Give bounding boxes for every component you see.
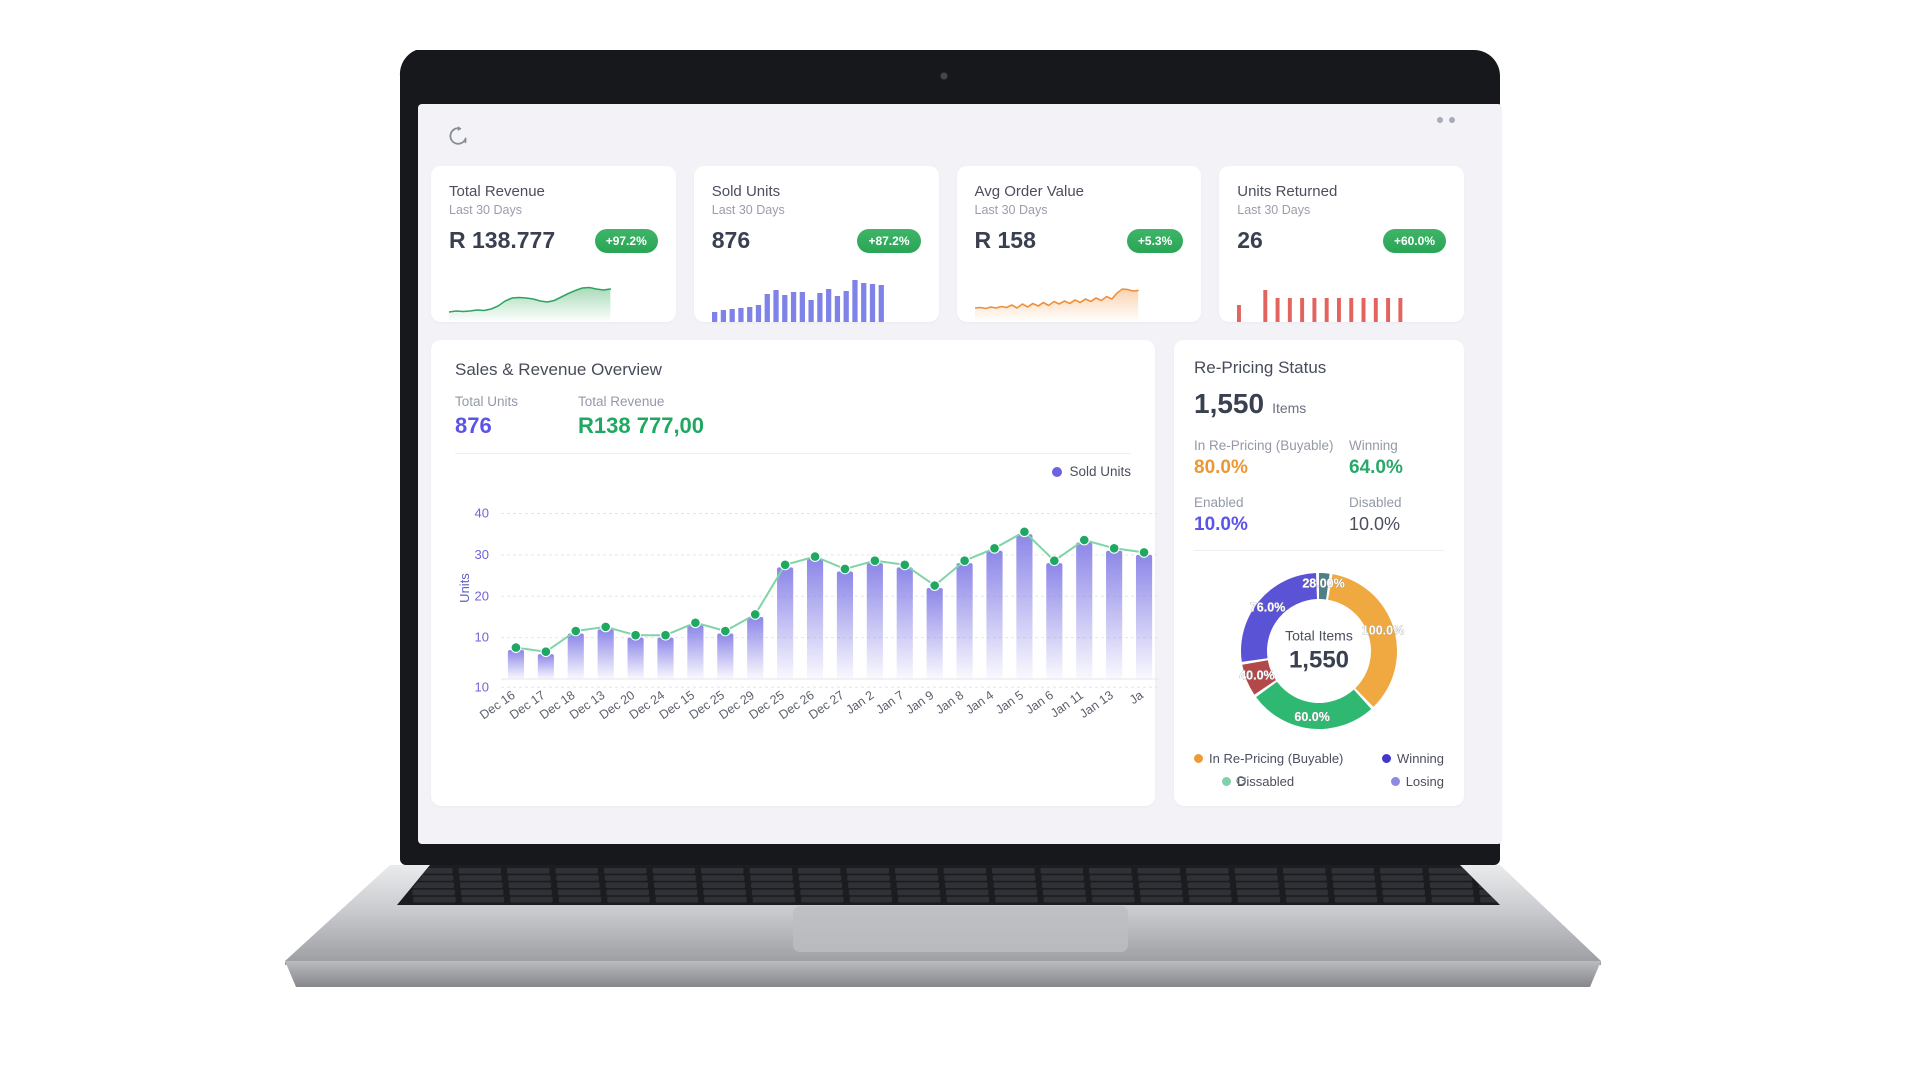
- svg-text:28.00%: 28.00%: [1302, 576, 1344, 590]
- svg-text:40: 40: [475, 506, 489, 521]
- svg-text:Jan 7: Jan 7: [873, 688, 906, 717]
- svg-text:10: 10: [475, 630, 489, 645]
- svg-text:Jan 8: Jan 8: [933, 688, 966, 717]
- svg-text:20: 20: [475, 588, 489, 603]
- svg-text:40.0%: 40.0%: [1239, 669, 1274, 683]
- svg-text:Units: Units: [457, 573, 472, 603]
- svg-text:10: 10: [475, 679, 489, 694]
- svg-text:Jan 9: Jan 9: [903, 688, 936, 717]
- svg-text:76.0%: 76.0%: [1250, 600, 1285, 614]
- svg-text:100.0%: 100.0%: [1362, 624, 1404, 638]
- svg-text:Jan 5: Jan 5: [993, 688, 1026, 717]
- svg-text:Jan 4: Jan 4: [963, 688, 996, 717]
- svg-text:30: 30: [475, 547, 489, 562]
- svg-text:Jan 2: Jan 2: [843, 688, 876, 717]
- svg-text:60.0%: 60.0%: [1294, 710, 1329, 724]
- svg-text:Ja: Ja: [1127, 688, 1146, 707]
- svg-text:Jan 13: Jan 13: [1077, 688, 1116, 721]
